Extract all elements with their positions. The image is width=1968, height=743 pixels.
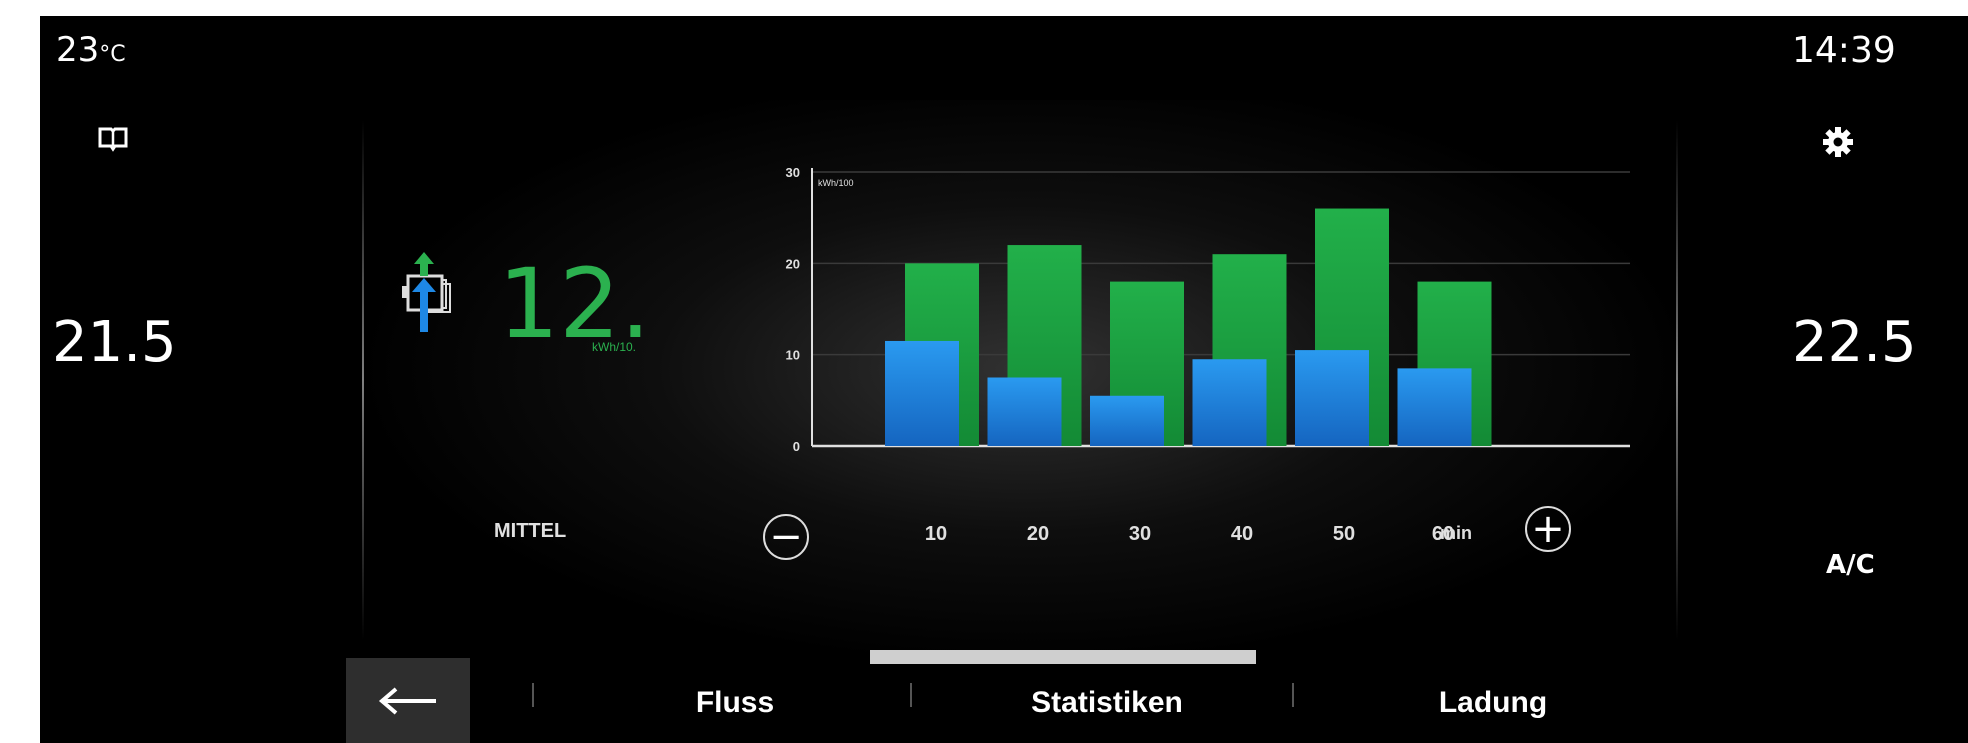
gear-icon[interactable] — [1822, 126, 1854, 163]
ac-button[interactable]: A/C — [1826, 550, 1875, 580]
x-tick-label[interactable]: 10 — [924, 523, 948, 545]
tab-separator — [532, 683, 534, 707]
active-tab-indicator — [870, 650, 1256, 664]
y-tick-label: 10 — [786, 348, 800, 363]
back-button[interactable] — [346, 658, 470, 743]
tab-statistiken[interactable]: Statistiken — [1031, 686, 1183, 719]
y-tick-label: 20 — [786, 256, 800, 271]
outside-temp-unit: °C — [99, 42, 126, 67]
cabin-temp-right[interactable]: 22.5 — [1792, 310, 1917, 375]
x-tick-label[interactable]: 50 — [1332, 523, 1356, 545]
cabin-temp-left[interactable]: 21.5 — [52, 310, 177, 375]
bar-blue — [1295, 350, 1369, 446]
x-tick-label[interactable]: 20 — [1026, 523, 1050, 545]
battery-charge-icon — [394, 248, 460, 349]
tab-separator — [910, 683, 912, 707]
bar-blue — [885, 340, 959, 446]
bar-blue — [1192, 359, 1267, 446]
left-divider — [362, 120, 364, 640]
x-tick-label[interactable]: 60 — [1431, 523, 1455, 545]
zoom-in-button[interactable]: + — [1525, 506, 1571, 552]
average-consumption-value: 12. — [498, 248, 651, 360]
x-axis-unit: min — [1440, 523, 1473, 543]
bar-blue — [1397, 368, 1472, 446]
outside-temperature: 23°C — [56, 30, 126, 70]
y-tick-label: 30 — [786, 165, 800, 180]
outside-temp-value: 23 — [56, 30, 100, 70]
x-tick-label[interactable]: 40 — [1230, 523, 1254, 545]
tab-fluss[interactable]: Fluss — [695, 686, 775, 719]
tab-separator — [1292, 683, 1294, 707]
x-tick-label[interactable]: 30 — [1128, 523, 1152, 545]
clock: 14:39 — [1792, 30, 1896, 71]
average-label: MITTEL — [494, 520, 567, 542]
y-axis-unit-label: kWh/100 — [818, 178, 854, 188]
arrow-left-icon — [378, 686, 436, 715]
y-tick-label: 0 — [793, 439, 800, 454]
bar-blue — [987, 377, 1062, 446]
tab-ladung[interactable]: Ladung — [1438, 686, 1548, 719]
book-icon[interactable] — [98, 126, 128, 157]
zoom-out-button[interactable]: − — [763, 514, 809, 560]
bar-blue — [1090, 395, 1164, 446]
average-consumption-unit: kWh/10. — [592, 340, 637, 354]
right-divider — [1676, 120, 1678, 640]
